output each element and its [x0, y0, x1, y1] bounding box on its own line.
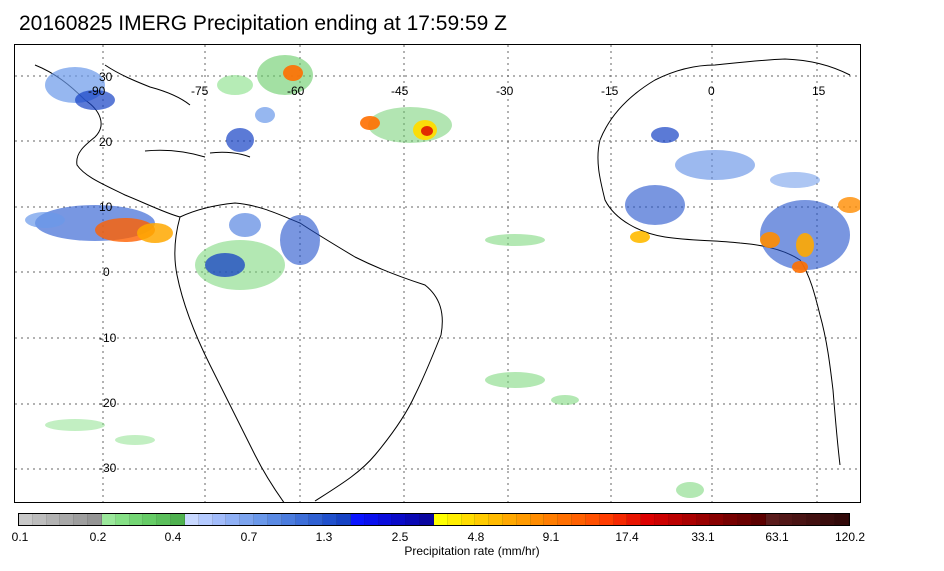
colorbar-cell — [447, 514, 462, 525]
colorbar-cell — [143, 514, 158, 525]
lat-label-6: -20 — [99, 396, 117, 410]
lon-label-4: -45 — [391, 84, 409, 98]
lon-label-5: -30 — [496, 84, 514, 98]
colorbar-tick-7: 9.1 — [542, 530, 560, 544]
colorbar-cell — [184, 514, 199, 525]
colorbar-cell — [364, 514, 379, 525]
colorbar-cell — [420, 514, 434, 525]
lon-label-6: -15 — [601, 84, 619, 98]
colorbar-cell — [613, 514, 628, 525]
colorbar-cell — [530, 514, 545, 525]
colorbar-cell — [60, 514, 75, 525]
colorbar-cell — [254, 514, 268, 525]
colorbar-cell — [641, 514, 656, 525]
colorbar-cell — [585, 514, 600, 525]
colorbar-tick-0: 0.1 — [11, 530, 29, 544]
colorbar-cell — [544, 514, 559, 525]
lon-label-2: -75 — [191, 84, 209, 98]
colorbar-cell — [267, 514, 282, 525]
colorbar-tick-11: 120.2 — [834, 530, 866, 544]
colorbar-cell — [710, 514, 725, 525]
colorbar-cell — [309, 514, 324, 525]
colorbar-tick-10: 63.1 — [765, 530, 789, 544]
colorbar-cell — [115, 514, 130, 525]
colorbar-cell — [682, 514, 697, 525]
lon-label-3: -60 — [287, 84, 305, 98]
colorbar-cell — [226, 514, 241, 525]
lat-label-3: 10 — [99, 200, 113, 214]
colorbar-cell — [88, 514, 102, 525]
colorbar-cell — [627, 514, 642, 525]
colorbar-cell — [74, 514, 89, 525]
lat-label-5: -10 — [99, 331, 117, 345]
colorbar-cell — [129, 514, 144, 525]
colorbar-tick-8: 17.4 — [615, 530, 639, 544]
colorbar-cell — [198, 514, 213, 525]
colorbar-tick-4: 1.3 — [315, 530, 333, 544]
colorbar-cell — [558, 514, 573, 525]
lat-label-1: 30 — [99, 70, 113, 84]
colorbar-cell — [281, 514, 296, 525]
colorbar-cell — [406, 514, 421, 525]
colorbar-cell — [240, 514, 255, 525]
colorbar-cell — [433, 514, 448, 525]
colorbar-cell — [461, 514, 476, 525]
colorbar-cell — [668, 514, 683, 525]
colorbar-cell — [599, 514, 614, 525]
colorbar-tick-3: 0.7 — [240, 530, 258, 544]
colorbar-tick-1: 0.2 — [89, 530, 107, 544]
colorbar-cell — [378, 514, 393, 525]
colorbar-cell — [212, 514, 227, 525]
precipitation-cells — [25, 55, 860, 498]
colorbar-tick-2: 0.4 — [164, 530, 182, 544]
colorbar-cell — [101, 514, 116, 525]
colorbar-cell — [572, 514, 586, 525]
colorbar-cell — [738, 514, 752, 525]
colorbar-tick-6: 4.8 — [467, 530, 485, 544]
colorbar-cell — [696, 514, 711, 525]
lat-label-2: 20 — [99, 135, 113, 149]
precipitation-colorbar — [18, 513, 850, 526]
colorbar-cell — [779, 514, 794, 525]
colorbar-cell — [516, 514, 531, 525]
map-title: 20160825 IMERG Precipitation ending at 1… — [19, 12, 507, 35]
lon-label-8: 15 — [812, 84, 826, 98]
map-canvas — [15, 45, 860, 502]
colorbar-cell — [295, 514, 310, 525]
colorbar-cell — [655, 514, 669, 525]
colorbar-cell — [323, 514, 338, 525]
colorbar-cell — [489, 514, 503, 525]
colorbar-cell — [793, 514, 808, 525]
colorbar-cell — [350, 514, 365, 525]
colorbar-cell — [834, 514, 849, 525]
colorbar-cell — [475, 514, 490, 525]
colorbar-cell — [337, 514, 351, 525]
colorbar-cell — [157, 514, 172, 525]
precipitation-map: -90 -75 -60 -45 -30 -15 0 15 30 20 10 0 … — [14, 44, 861, 503]
colorbar-cell — [171, 514, 185, 525]
colorbar-cell — [765, 514, 780, 525]
lat-label-7: -30 — [99, 461, 117, 475]
colorbar-cell — [821, 514, 835, 525]
colorbar-cell — [19, 514, 33, 525]
colorbar-label: Precipitation rate (mm/hr) — [404, 544, 540, 558]
colorbar-cell — [807, 514, 822, 525]
colorbar-cell — [392, 514, 407, 525]
colorbar-cell — [724, 514, 739, 525]
lon-label-7: 0 — [708, 84, 715, 98]
lon-label-1: -90 — [88, 84, 106, 98]
colorbar-cell — [751, 514, 766, 525]
colorbar-cell — [32, 514, 47, 525]
colorbar-cell — [502, 514, 517, 525]
lat-label-4: 0 — [103, 265, 110, 279]
colorbar-cell — [46, 514, 61, 525]
colorbar-tick-5: 2.5 — [391, 530, 409, 544]
colorbar-tick-9: 33.1 — [691, 530, 715, 544]
